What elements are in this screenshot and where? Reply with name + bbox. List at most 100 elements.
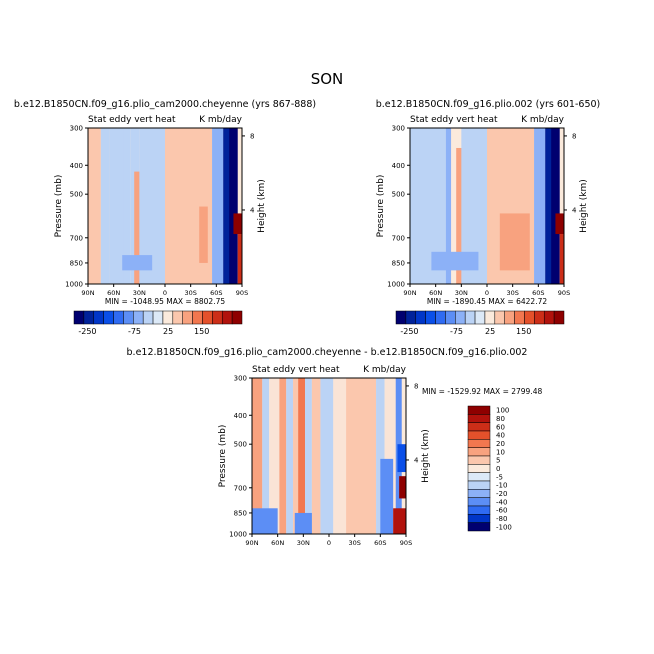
x-tick-label: 90N	[403, 289, 416, 297]
y2-tick-label: 8	[414, 382, 418, 390]
y-axis-label: Pressure (mb)	[376, 175, 386, 238]
colorbar-label: 20	[496, 440, 505, 448]
contour-region	[229, 128, 238, 284]
colorbar-swatch	[395, 310, 407, 325]
y-tick-label: 500	[234, 441, 247, 449]
contour-region	[320, 378, 329, 534]
colorbar-label: 10	[496, 448, 505, 456]
x-tick-label: 90S	[236, 289, 248, 297]
colorbar-swatch	[467, 422, 491, 432]
x-tick-label: 60S	[210, 289, 222, 297]
colorbar-label: 25	[485, 327, 495, 336]
colorbar-swatch	[192, 310, 203, 325]
y-tick-label: 700	[70, 234, 83, 242]
y-tick-label: 500	[70, 191, 83, 199]
colorbar-label: 80	[496, 415, 505, 423]
colorbar-label: -10	[496, 482, 507, 490]
y-tick-label: 850	[70, 259, 83, 267]
y2-tick-label: 8	[250, 132, 254, 140]
contour-region	[559, 234, 564, 284]
contour-region	[545, 128, 556, 284]
colorbar-swatch	[467, 480, 491, 490]
colorbar-swatch	[467, 455, 491, 465]
x-tick-label: 60N	[271, 539, 284, 547]
colorbar-label: 5	[496, 457, 500, 465]
x-tick-label: 60N	[107, 289, 120, 297]
y-tick-label: 1000	[387, 281, 405, 289]
colorbar-swatch	[467, 497, 491, 507]
contour-region	[269, 378, 280, 534]
colorbar-label: -75	[128, 327, 141, 336]
colorbar-swatch	[152, 310, 164, 325]
contour-region	[212, 128, 224, 284]
colorbar-swatch	[231, 310, 243, 325]
contour-region	[233, 213, 242, 235]
contour-region	[393, 508, 406, 534]
y2-tick-label: 4	[250, 206, 255, 214]
contour-region	[109, 128, 125, 284]
colorbar-swatch	[467, 522, 491, 532]
colorbar-label: 0	[496, 465, 500, 473]
contour-region	[298, 378, 306, 534]
contour-region	[134, 171, 142, 284]
colorbar-swatch	[415, 310, 426, 325]
colorbar-swatch	[212, 310, 223, 325]
colorbar-label: -40	[496, 498, 507, 506]
colorbar-label: -100	[496, 523, 512, 531]
colorbar-swatch	[467, 447, 491, 457]
colorbar-swatch	[464, 310, 476, 325]
left-label: Stat eddy vert heat	[410, 115, 498, 125]
contour-region	[252, 378, 263, 534]
colorbar-swatch	[83, 310, 95, 325]
left-label: Stat eddy vert heat	[252, 365, 340, 375]
y2-tick-label: 8	[572, 132, 576, 140]
contour-region	[122, 255, 153, 271]
right-label: K mb/day	[363, 365, 407, 375]
colorbar-swatch	[467, 414, 491, 423]
x-tick-label: 90S	[558, 289, 570, 297]
colorbar-swatch	[455, 310, 466, 325]
x-tick-label: 0	[163, 289, 167, 297]
y2-axis-label: Height (km)	[579, 179, 589, 233]
contour-region	[294, 512, 312, 534]
contour-region	[456, 147, 464, 284]
x-tick-label: 90N	[81, 289, 94, 297]
contour-region	[199, 206, 208, 263]
y-axis-label: Pressure (mb)	[54, 175, 64, 238]
contour-region	[237, 234, 242, 284]
y-tick-label: 400	[70, 162, 83, 170]
stats-text: MIN = -1890.45 MAX = 6422.72	[427, 297, 547, 306]
contour-region	[279, 378, 287, 534]
contour-region	[223, 128, 234, 284]
contour-region	[88, 128, 101, 284]
y2-axis-label: Height (km)	[421, 429, 431, 483]
colorbar-swatch	[162, 310, 174, 325]
contour-region	[311, 378, 321, 534]
contour-region	[376, 378, 385, 534]
colorbar-swatch	[103, 310, 114, 325]
contour-region	[262, 378, 270, 534]
colorbar-swatch	[435, 310, 446, 325]
colorbar-swatch	[202, 310, 213, 325]
colorbar-swatch	[467, 464, 491, 473]
contour-region	[399, 476, 406, 499]
stats-text: MIN = -1048.95 MAX = 8802.75	[105, 297, 225, 306]
y-tick-label: 300	[70, 125, 83, 133]
colorbar-swatch	[467, 505, 491, 515]
colorbar-swatch	[405, 310, 417, 325]
colorbar-label: -60	[496, 507, 507, 515]
x-tick-label: 90N	[245, 539, 258, 547]
colorbar-swatch	[524, 310, 535, 325]
colorbar-swatch	[543, 310, 555, 325]
x-tick-label: 0	[327, 539, 331, 547]
y-tick-label: 1000	[65, 281, 83, 289]
x-tick-label: 30S	[506, 289, 518, 297]
y-tick-label: 300	[392, 125, 405, 133]
contour-field	[410, 128, 564, 284]
colorbar-swatch	[142, 310, 154, 325]
colorbar-label: 100	[496, 407, 509, 415]
contour-region	[286, 378, 294, 534]
contour-region	[380, 458, 394, 534]
contour-region	[329, 378, 334, 534]
x-tick-label: 60S	[374, 539, 386, 547]
